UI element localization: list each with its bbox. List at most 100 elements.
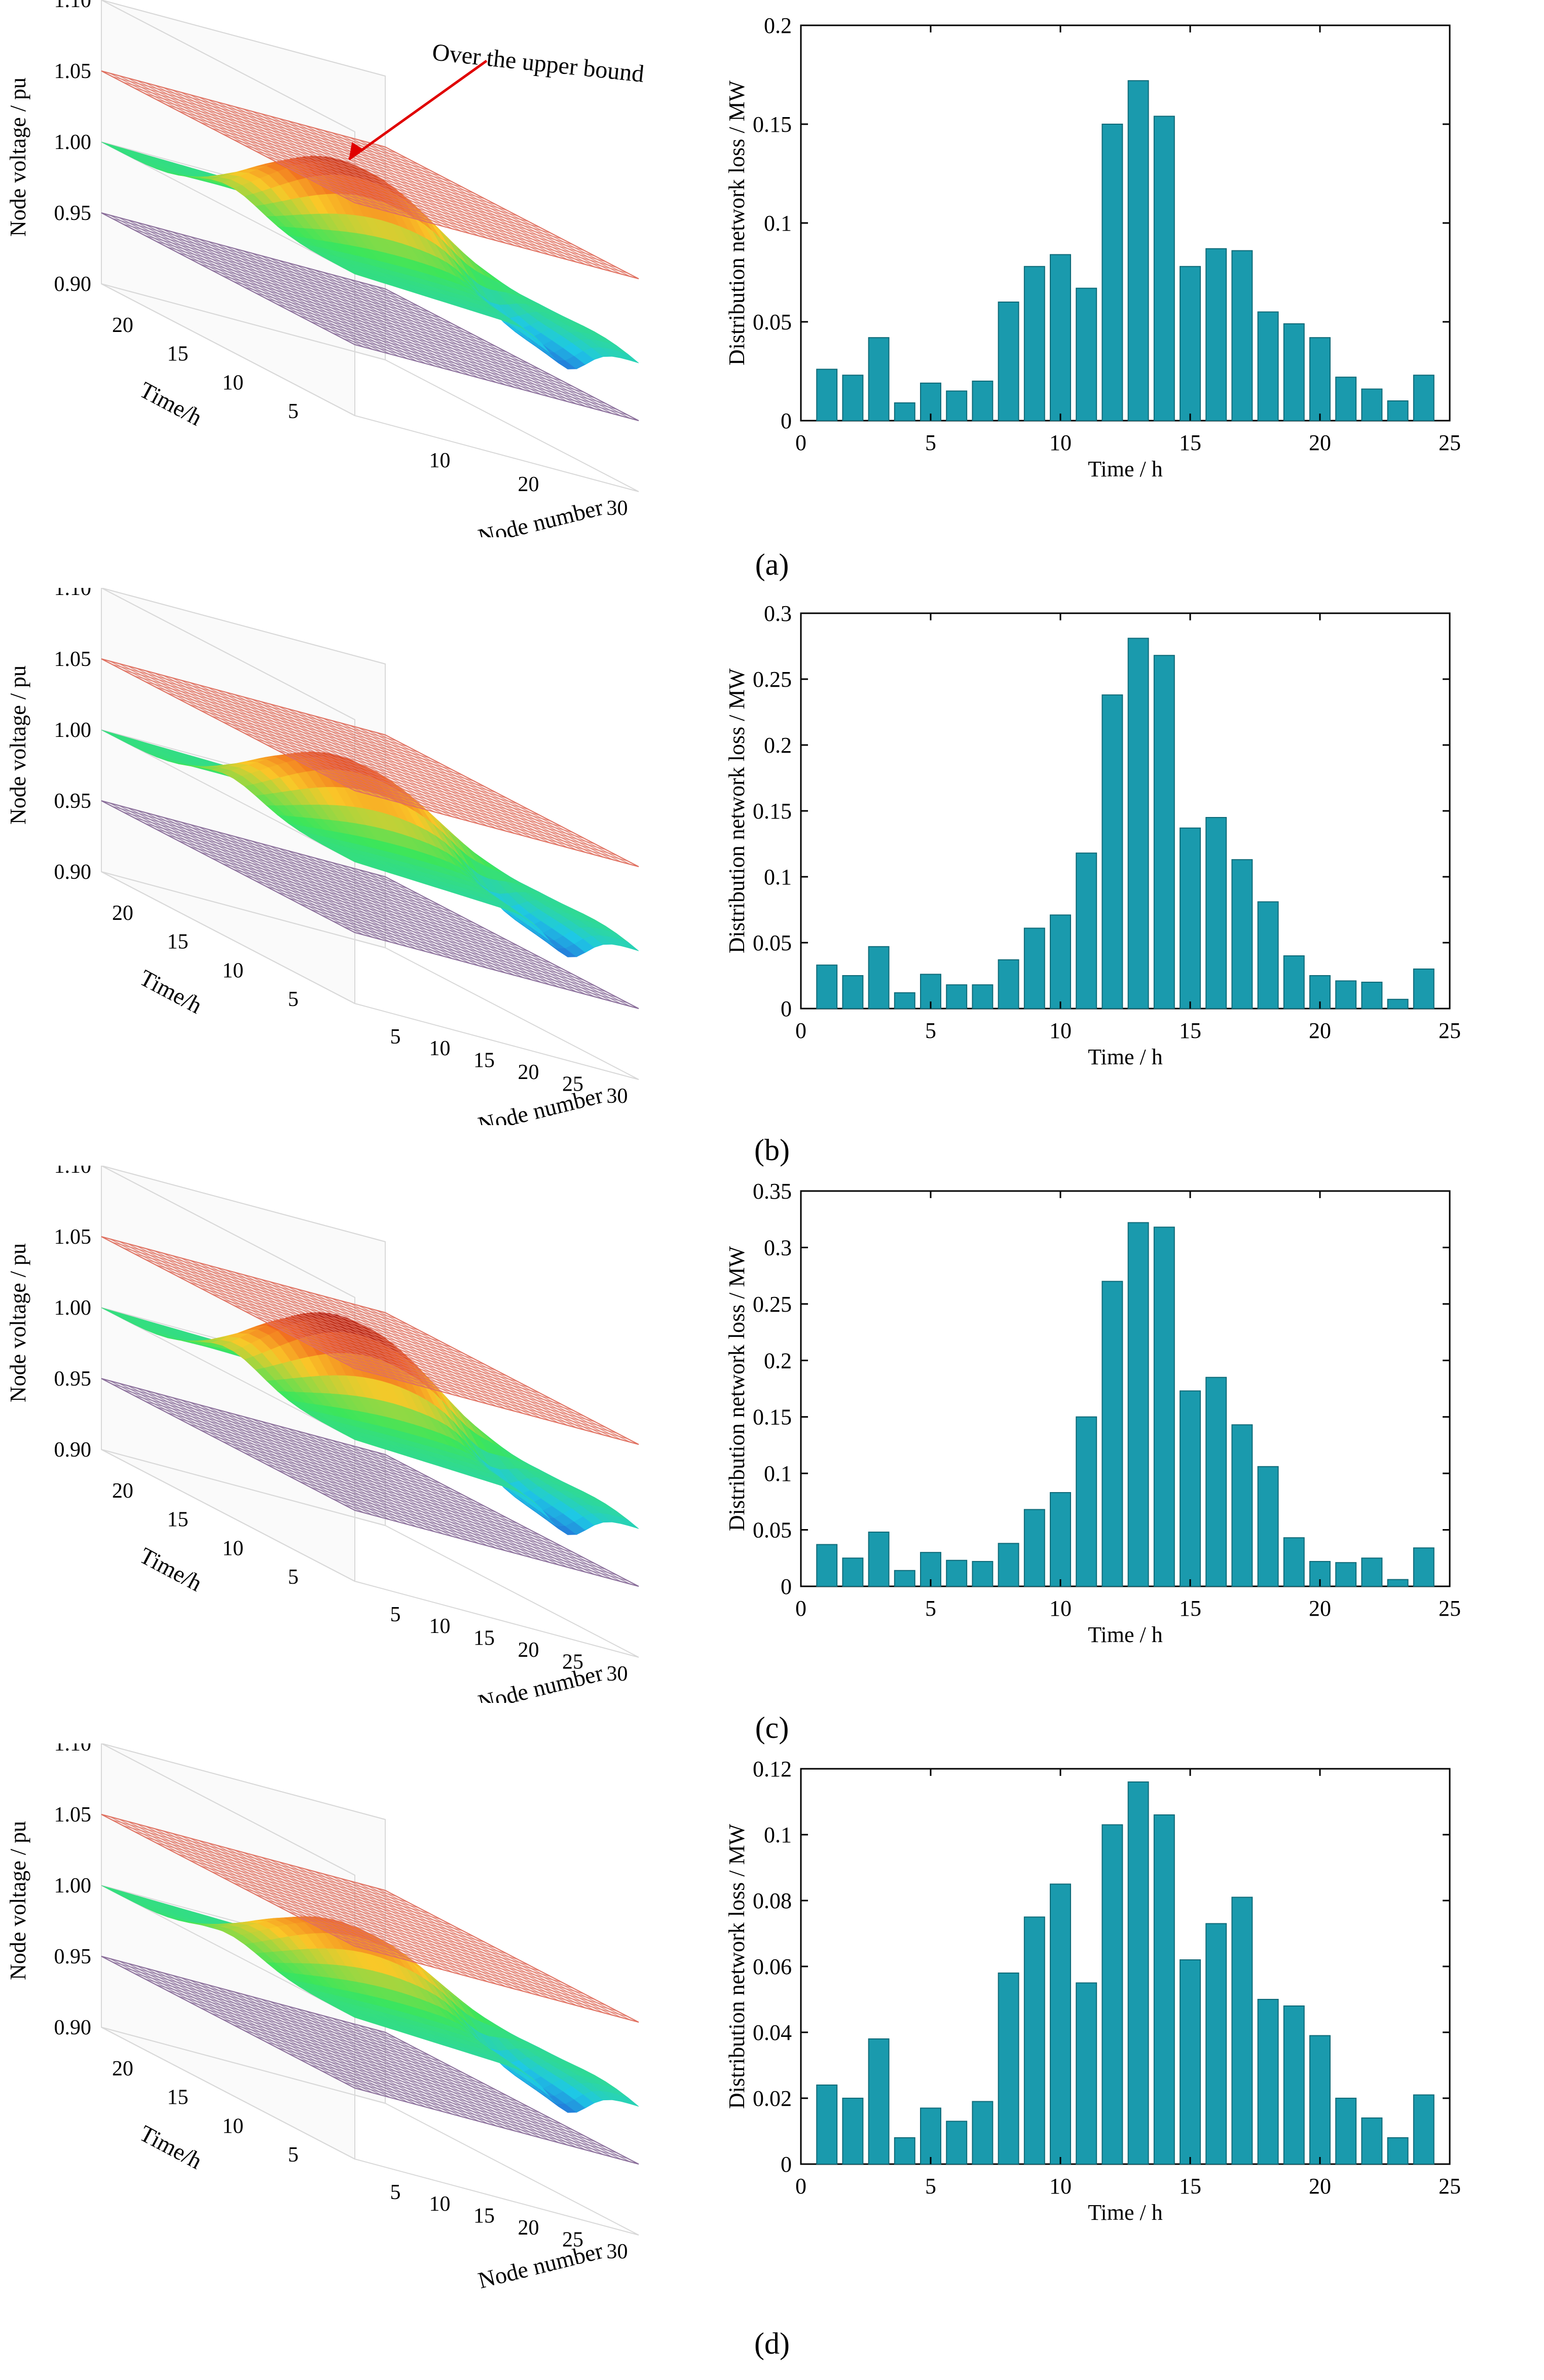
upper-bound-plane-mesh xyxy=(300,761,584,839)
upper-bound-plane-mesh xyxy=(321,185,606,262)
bar xyxy=(1231,250,1253,421)
lower-bound-plane-mesh xyxy=(288,1475,573,1552)
annotation-arrow xyxy=(348,59,488,161)
upper-bound-plane-mesh xyxy=(305,1291,559,1424)
bar xyxy=(1387,998,1409,1009)
upper-bound-plane-mesh xyxy=(277,162,562,239)
lower-bound-plane-mesh xyxy=(358,2025,612,2158)
lower-bound-plane-mesh xyxy=(323,272,577,404)
y-axis-label: Time/h xyxy=(135,377,206,431)
lower-bound-plane-mesh xyxy=(244,875,529,952)
upper-bound-plane-mesh xyxy=(344,1362,628,1439)
lower-bound-plane-mesh xyxy=(200,852,485,929)
upper-bound-plane-mesh xyxy=(385,1890,639,2023)
lower-bound-plane-mesh xyxy=(123,224,408,301)
y-tick-label: 5 xyxy=(288,2143,299,2167)
bar xyxy=(1387,400,1409,421)
lower-bound-plane-mesh xyxy=(167,835,452,912)
lower-bound-plane-mesh xyxy=(255,2036,540,2113)
y-tick-label: 20 xyxy=(112,1479,133,1503)
lower-bound-plane-mesh xyxy=(172,231,426,364)
x-tick-label: 5 xyxy=(390,2181,401,2204)
lower-bound-plane-mesh xyxy=(314,857,568,990)
y-axis-label: Distribution network loss / MW xyxy=(724,668,749,953)
bar xyxy=(1127,638,1149,1009)
y-tick-label: 20 xyxy=(112,2057,133,2080)
bar xyxy=(1101,124,1123,421)
z-gridline xyxy=(101,1166,386,1298)
x-tick-label: 15 xyxy=(1179,430,1201,455)
upper-bound-plane-mesh xyxy=(367,729,621,863)
lower-bound-plane-mesh xyxy=(211,2013,496,2090)
upper-bound-plane-mesh xyxy=(119,75,373,208)
lower-bound-plane-mesh xyxy=(112,1961,396,2039)
upper-bound-plane-mesh xyxy=(296,1866,550,1999)
upper-bound-plane-mesh xyxy=(244,145,529,222)
upper-bound-plane-mesh xyxy=(216,1267,470,1400)
surface-patch xyxy=(618,351,639,363)
x-tick-label: 5 xyxy=(925,2174,936,2199)
upper-bound-plane-mesh xyxy=(310,179,595,256)
upper-bound-plane-mesh xyxy=(255,151,540,228)
bar xyxy=(1076,852,1097,1009)
lower-bound-plane-mesh xyxy=(211,1435,496,1512)
lower-bound-plane-mesh xyxy=(222,1441,507,1518)
lower-bound-plane-mesh xyxy=(234,836,488,969)
panel-c: 0.90 0.95 1.00 1.05 1.10 5 10 15 20 5 10 15 20 25 30 No… xyxy=(0,1166,1544,1744)
lower-bound-plane-mesh xyxy=(266,2041,551,2119)
bar xyxy=(1283,323,1305,422)
lower-bound-plane-mesh xyxy=(136,1965,391,2098)
lower-bound-plane-mesh xyxy=(358,1447,612,1580)
y-tick-label: 0.05 xyxy=(753,1518,792,1543)
lower-bound-plane-mesh xyxy=(332,2018,586,2150)
x-tick-label: 20 xyxy=(518,1061,539,1084)
upper-bound-plane-mesh xyxy=(261,113,515,246)
lower-bound-plane-mesh xyxy=(199,826,453,959)
lower-bound-plane-mesh xyxy=(341,1442,595,1575)
lower-bound-plane-mesh xyxy=(199,238,453,371)
upper-bound-plane-mesh xyxy=(123,670,408,747)
upper-bound-plane-mesh xyxy=(211,1871,496,1948)
y-tick-label: 0.02 xyxy=(753,2086,792,2111)
bar xyxy=(1283,2005,1305,2165)
bar xyxy=(1205,1923,1227,2165)
x-tick-label: 10 xyxy=(429,449,451,472)
bar xyxy=(1050,1883,1071,2165)
x-tick-label: 0 xyxy=(795,1596,806,1621)
upper-bound-plane-mesh xyxy=(358,1883,612,2016)
lower-bound-plane-mesh xyxy=(181,822,435,954)
bar xyxy=(1231,1424,1253,1587)
lower-bound-plane-mesh xyxy=(112,806,396,883)
x-axis-label: Node number xyxy=(475,2238,606,2293)
lower-bound-plane-mesh xyxy=(190,1980,444,2112)
lower-bound-plane-mesh xyxy=(376,2029,630,2162)
x-tick-label: 25 xyxy=(1439,1018,1461,1043)
upper-bound-plane-mesh xyxy=(181,1257,435,1390)
upper-bound-plane-mesh xyxy=(255,1316,540,1393)
bar xyxy=(1257,901,1279,1010)
y-tick-label: 0.25 xyxy=(753,667,792,692)
upper-bound-plane-mesh xyxy=(190,94,444,227)
upper-bound-plane-mesh xyxy=(233,1305,518,1382)
lower-bound-plane-mesh xyxy=(134,230,419,307)
upper-bound-plane-mesh xyxy=(270,1859,524,1992)
upper-bound-plane-mesh xyxy=(243,108,497,241)
lower-bound-plane-mesh xyxy=(178,252,463,329)
y-tick-label: 0 xyxy=(781,996,792,1021)
bar xyxy=(1076,287,1097,421)
lower-bound-plane-mesh xyxy=(136,810,391,943)
upper-bound-plane-mesh xyxy=(112,76,396,154)
upper-bound-plane-mesh xyxy=(323,1295,577,1428)
x-tick-label: 15 xyxy=(1179,1018,1201,1043)
bar-chart-b: 0 5 10 15 20 25 0 0.05 0.1 0.15 0.2 0.25 0.3 Time / h… xyxy=(724,601,1461,1069)
lower-bound-plane-mesh xyxy=(145,812,399,945)
x-tick-label: 5 xyxy=(390,1025,401,1049)
x-tick-label: 20 xyxy=(518,473,539,496)
y-tick-label: 20 xyxy=(112,314,133,337)
lower-bound-plane-mesh xyxy=(101,800,355,933)
upper-bound-plane-mesh xyxy=(123,1247,408,1325)
upper-bound-plane-mesh xyxy=(181,1835,435,1968)
lower-bound-plane-mesh xyxy=(376,874,630,1007)
bar xyxy=(1413,969,1435,1009)
lower-bound-plane-mesh xyxy=(277,2048,562,2125)
